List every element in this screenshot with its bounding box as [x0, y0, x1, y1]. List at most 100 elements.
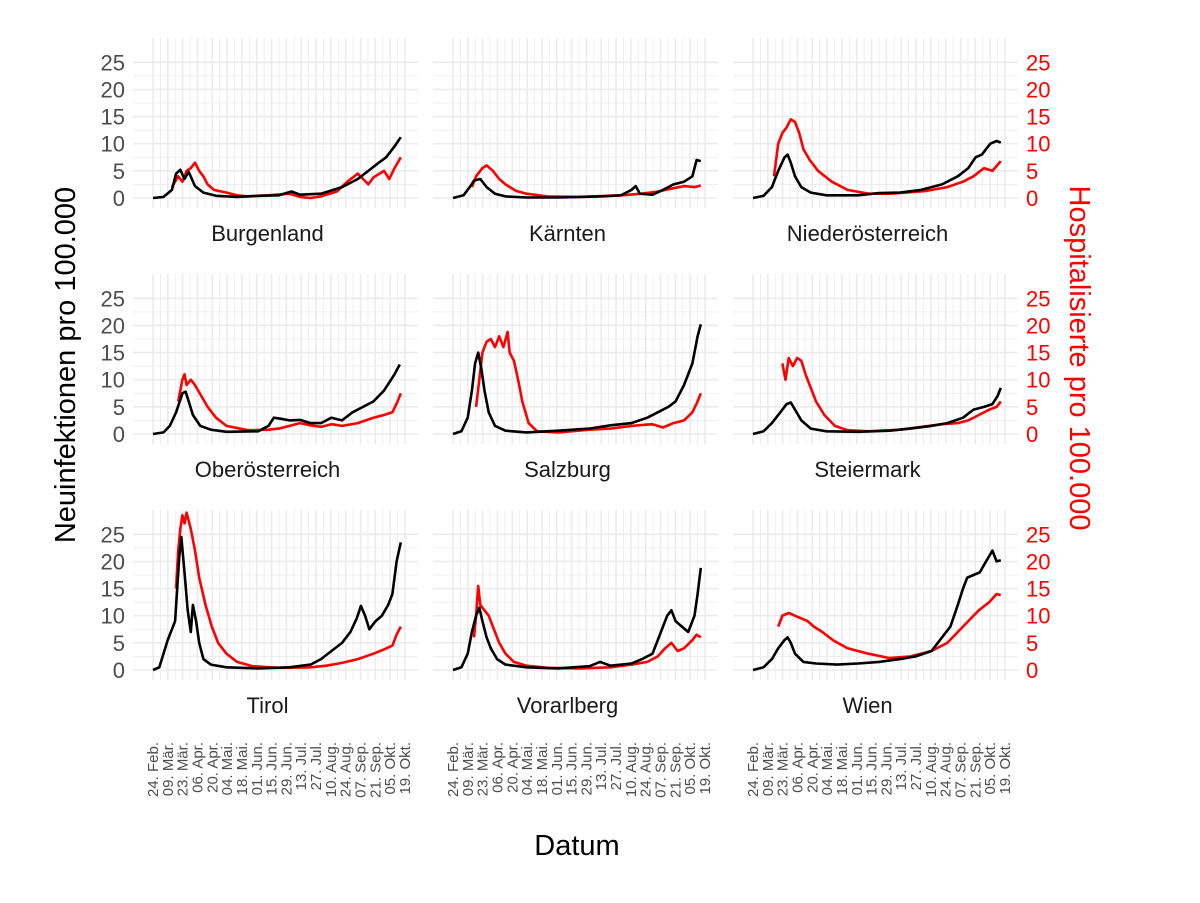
x-tick-label: 20. Apr. — [204, 742, 221, 793]
x-tick-label: 21. Sep. — [967, 742, 984, 798]
x-tick-label: 19. Okt. — [997, 742, 1014, 795]
y-tick-label-right: 15 — [1026, 341, 1050, 366]
x-tick-label: 07. Sep. — [653, 742, 670, 798]
y-tick-label-right: 20 — [1026, 549, 1050, 574]
panel-strip-label: Niederösterreich — [787, 221, 948, 246]
x-tick-label: 15. Jun. — [564, 742, 581, 795]
x-tick-label: 04. Mai. — [219, 742, 236, 795]
x-tick-label: 10. Aug. — [623, 742, 640, 797]
x-tick-label: 18. Mai. — [534, 742, 551, 795]
x-tick-label: 05. Okt. — [682, 742, 699, 795]
series-line-neuinfektionen — [452, 323, 703, 436]
x-tick-label: 01. Jun. — [849, 742, 866, 795]
y-tick-label-right: 5 — [1026, 631, 1038, 656]
panel-background — [733, 274, 1018, 444]
y-axis-title-right: Hospitalisierte pro 100.000 — [1063, 186, 1095, 531]
series-line-hospitalisierte — [776, 592, 1002, 660]
y-tick-label-left: 5 — [113, 631, 125, 656]
x-tick-label: 20. Apr. — [504, 742, 521, 793]
y-tick-label-left: 20 — [101, 77, 125, 102]
x-tick-label: 27. Jul. — [908, 742, 925, 790]
x-tick-label: 19. Okt. — [397, 742, 414, 795]
x-tick-label: 10. Aug. — [923, 742, 940, 797]
y-tick-label-left: 15 — [101, 577, 125, 602]
panel-background — [133, 274, 418, 444]
y-tick-label-right: 10 — [1026, 132, 1050, 157]
x-tick-label: 24. Feb. — [145, 742, 162, 797]
y-tick-label-left: 10 — [101, 368, 125, 393]
panel-strip-label: Oberösterreich — [195, 457, 341, 482]
x-tick-label: 27. Jul. — [608, 742, 625, 790]
x-tick-label: 01. Jun. — [549, 742, 566, 795]
y-tick-label-right: 0 — [1026, 186, 1038, 211]
x-tick-label: 13. Jul. — [593, 742, 610, 790]
series-line-neuinfektionen — [752, 549, 1002, 672]
y-tick-label-right: 20 — [1026, 77, 1050, 102]
x-tick-label: 05. Okt. — [382, 742, 399, 795]
x-tick-label: 24. Aug. — [338, 742, 355, 797]
x-tick-label: 04. Mai. — [519, 742, 536, 795]
y-tick-label-left: 0 — [113, 422, 125, 447]
panel-strip-label: Burgenland — [211, 221, 324, 246]
panel-strip-label: Tirol — [247, 693, 289, 718]
x-tick-label: 06. Apr. — [790, 742, 807, 793]
y-tick-label-right: 20 — [1026, 313, 1050, 338]
panel-strip-label: Vorarlberg — [517, 693, 619, 718]
series-line-hospitalisierte — [474, 330, 703, 434]
y-tick-label-right: 15 — [1026, 577, 1050, 602]
panel-salzburg: Salzburg — [433, 274, 718, 482]
panel-strip-label: Salzburg — [524, 457, 611, 482]
panel-vorarlberg: Vorarlberg 24. Feb.09. Mär.23. Mär.06. Ap… — [433, 510, 718, 798]
panel-strip-label: Steiermark — [814, 457, 921, 482]
y-tick-label-right: 25 — [1026, 50, 1050, 75]
y-tick-label-left: 20 — [101, 313, 125, 338]
x-tick-label: 09. Mär. — [160, 742, 177, 796]
x-tick-label: 20. Apr. — [804, 742, 821, 793]
x-tick-label: 29. Jun. — [278, 742, 295, 795]
y-tick-label-left: 25 — [101, 522, 125, 547]
series-line-neuinfektionen — [152, 535, 403, 672]
y-axis-title-left: Neuinfektionen pro 100.000 — [50, 187, 82, 543]
panel-background — [733, 38, 1018, 208]
x-tick-label: 13. Jul. — [293, 742, 310, 790]
series-line-neuinfektionen — [452, 567, 703, 672]
y-tick-label-right: 0 — [1026, 422, 1038, 447]
x-tick-label: 23. Mär. — [475, 742, 492, 796]
x-tick-label: 23. Mär. — [775, 742, 792, 796]
x-tick-label: 07. Sep. — [953, 742, 970, 798]
x-tick-label: 21. Sep. — [667, 742, 684, 798]
x-tick-label: 09. Mär. — [460, 742, 477, 796]
series-line-hospitalisierte — [174, 511, 402, 670]
y-tick-label-right: 10 — [1026, 368, 1050, 393]
x-tick-label: 07. Sep. — [353, 742, 370, 798]
series-line-neuinfektionen — [752, 139, 1002, 200]
series-line-hospitalisierte — [470, 164, 702, 199]
x-tick-label: 01. Jun. — [249, 742, 266, 795]
y-tick-label-left: 20 — [101, 549, 125, 574]
x-tick-label: 18. Mai. — [834, 742, 851, 795]
x-tick-label: 15. Jun. — [864, 742, 881, 795]
series-line-hospitalisierte — [176, 372, 403, 432]
y-tick-label-left: 0 — [113, 658, 125, 683]
x-tick-label: 18. Mai. — [234, 742, 251, 795]
y-tick-label-right: 15 — [1026, 105, 1050, 130]
x-tick-label: 24. Aug. — [638, 742, 655, 797]
x-tick-label: 13. Jul. — [893, 742, 910, 790]
x-tick-label: 29. Jun. — [578, 742, 595, 795]
series-line-neuinfektionen — [152, 363, 401, 436]
y-tick-label-left: 0 — [113, 186, 125, 211]
x-tick-label: 09. Mär. — [760, 742, 777, 796]
panel-strip-label: Kärnten — [529, 221, 606, 246]
y-tick-label-left: 5 — [113, 159, 125, 184]
series-line-hospitalisierte — [781, 356, 1002, 433]
x-tick-label: 27. Jul. — [308, 742, 325, 790]
x-tick-label: 04. Mai. — [819, 742, 836, 795]
y-tick-label-right: 25 — [1026, 286, 1050, 311]
series-line-hospitalisierte — [772, 118, 1002, 195]
x-tick-label: 23. Mär. — [175, 742, 192, 796]
